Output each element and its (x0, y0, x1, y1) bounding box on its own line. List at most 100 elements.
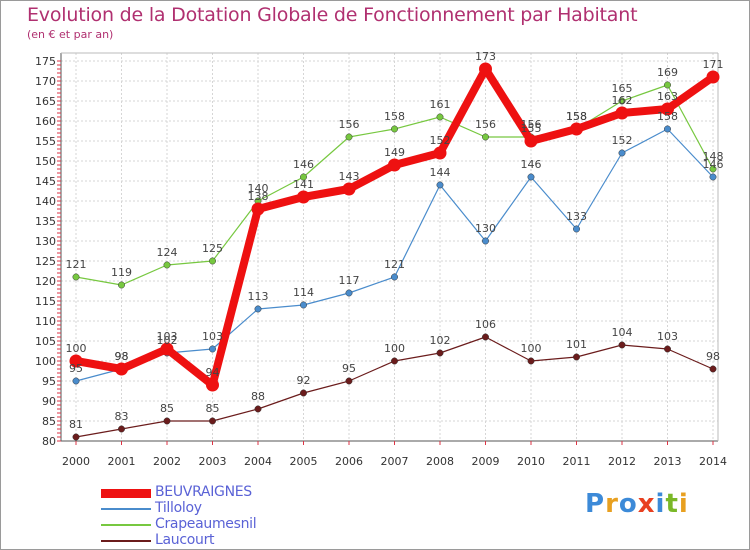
data-label-crapeaumesnil: 158 (566, 110, 587, 123)
y-tick-label: 125 (35, 255, 56, 268)
x-tick-label: 2013 (654, 455, 682, 468)
y-tick-label: 145 (35, 175, 56, 188)
y-tick-label: 85 (42, 415, 56, 428)
data-point-crapeaumesnil (300, 173, 307, 181)
data-label-tilloloy: 121 (384, 258, 405, 271)
data-point-beuvraignes (160, 342, 174, 356)
y-tick-label: 80 (42, 435, 56, 448)
data-label-crapeaumesnil: 146 (293, 158, 314, 171)
x-tick-label: 2008 (426, 455, 454, 468)
data-label-tilloloy: 98 (115, 350, 129, 363)
data-point-tilloloy (709, 173, 717, 181)
x-tick-label: 2007 (381, 455, 409, 468)
data-point-laucourt (163, 417, 171, 425)
data-label-beuvraignes: 163 (657, 90, 678, 103)
data-point-tilloloy (209, 345, 216, 353)
data-point-crapeaumesnil (209, 257, 216, 265)
y-tick-label: 150 (35, 155, 56, 168)
legend-label-beuvraignes: BEUVRAIGNES (155, 484, 252, 500)
data-label-laucourt: 106 (475, 318, 496, 331)
data-point-beuvraignes (706, 70, 720, 84)
data-label-crapeaumesnil: 124 (157, 246, 178, 259)
y-tick-label: 170 (35, 75, 56, 88)
data-label-beuvraignes: 155 (521, 122, 542, 135)
data-label-laucourt: 92 (297, 374, 311, 387)
data-label-beuvraignes: 162 (612, 94, 633, 107)
y-tick-label: 155 (35, 135, 56, 148)
data-label-tilloloy: 146 (521, 158, 542, 171)
x-tick-label: 2005 (290, 455, 318, 468)
data-label-beuvraignes: 103 (157, 330, 178, 343)
legend-swatch-crapeaumesnil (101, 524, 151, 526)
x-tick-label: 2000 (62, 455, 90, 468)
data-label-crapeaumesnil: 165 (612, 82, 633, 95)
data-point-crapeaumesnil (345, 133, 353, 141)
legend-swatch-tilloloy (101, 508, 151, 510)
data-point-crapeaumesnil (72, 273, 80, 281)
x-tick-label: 2011 (563, 455, 591, 468)
data-label-tilloloy: 113 (248, 290, 269, 303)
x-tick-label: 2002 (153, 455, 181, 468)
data-point-beuvraignes (115, 362, 128, 376)
x-tick-label: 2009 (472, 455, 500, 468)
data-point-tilloloy (482, 237, 489, 245)
proxiti-logo: Proxiti (585, 489, 689, 519)
data-label-beuvraignes: 152 (430, 134, 451, 147)
data-label-tilloloy: 144 (430, 166, 451, 179)
data-point-tilloloy (436, 181, 444, 189)
data-point-laucourt (573, 353, 580, 361)
data-label-tilloloy: 102 (157, 334, 178, 347)
data-label-tilloloy: 114 (293, 286, 314, 299)
data-point-beuvraignes (524, 134, 538, 148)
data-label-crapeaumesnil: 148 (703, 150, 724, 163)
y-tick-label: 90 (42, 395, 56, 408)
data-point-tilloloy (254, 305, 262, 313)
data-point-tilloloy (72, 377, 80, 385)
series-tilloloy (72, 125, 717, 385)
legend-label-tilloloy: Tilloloy (155, 500, 202, 516)
data-point-tilloloy (345, 289, 353, 297)
data-point-laucourt (345, 377, 353, 385)
data-label-beuvraignes: 173 (475, 50, 496, 63)
data-label-laucourt: 83 (115, 410, 129, 423)
data-point-tilloloy (618, 149, 626, 157)
data-point-crapeaumesnil (618, 97, 626, 105)
data-point-laucourt (618, 341, 626, 349)
data-point-laucourt (118, 425, 125, 433)
series-beuvraignes (69, 62, 720, 392)
data-label-laucourt: 100 (521, 342, 542, 355)
data-label-laucourt: 102 (430, 334, 451, 347)
y-tick-label: 95 (42, 375, 56, 388)
data-point-crapeaumesnil (482, 133, 489, 141)
x-tick-label: 2004 (244, 455, 272, 468)
data-point-beuvraignes (206, 378, 219, 392)
data-label-crapeaumesnil: 156 (339, 118, 360, 131)
data-label-crapeaumesnil: 158 (384, 110, 405, 123)
data-point-laucourt (482, 333, 489, 341)
data-label-beuvraignes: 158 (566, 110, 587, 123)
chart-subtitle: (en € et par an) (27, 28, 114, 41)
grid (61, 53, 718, 442)
legend-swatch-laucourt (101, 540, 151, 542)
legend-swatch-beuvraignes (101, 489, 151, 498)
y-tick-label: 110 (35, 315, 56, 328)
data-point-crapeaumesnil (709, 165, 717, 173)
series-laucourt (72, 333, 717, 441)
data-label-laucourt: 98 (706, 350, 720, 363)
data-label-crapeaumesnil: 119 (111, 266, 132, 279)
series-crapeaumesnil (72, 81, 717, 289)
data-point-beuvraignes (433, 146, 447, 160)
data-label-beuvraignes: 138 (248, 190, 269, 203)
y-tick-label: 175 (35, 55, 56, 68)
data-label-laucourt: 101 (566, 338, 587, 351)
data-point-beuvraignes (342, 182, 356, 196)
data-point-beuvraignes (69, 354, 83, 368)
data-label-tilloloy: 158 (657, 110, 678, 123)
y-tick-label: 130 (35, 235, 56, 248)
data-label-laucourt: 95 (342, 362, 356, 375)
data-label-crapeaumesnil: 156 (475, 118, 496, 131)
data-label-tilloloy: 117 (339, 274, 360, 287)
data-point-beuvraignes (251, 202, 265, 216)
